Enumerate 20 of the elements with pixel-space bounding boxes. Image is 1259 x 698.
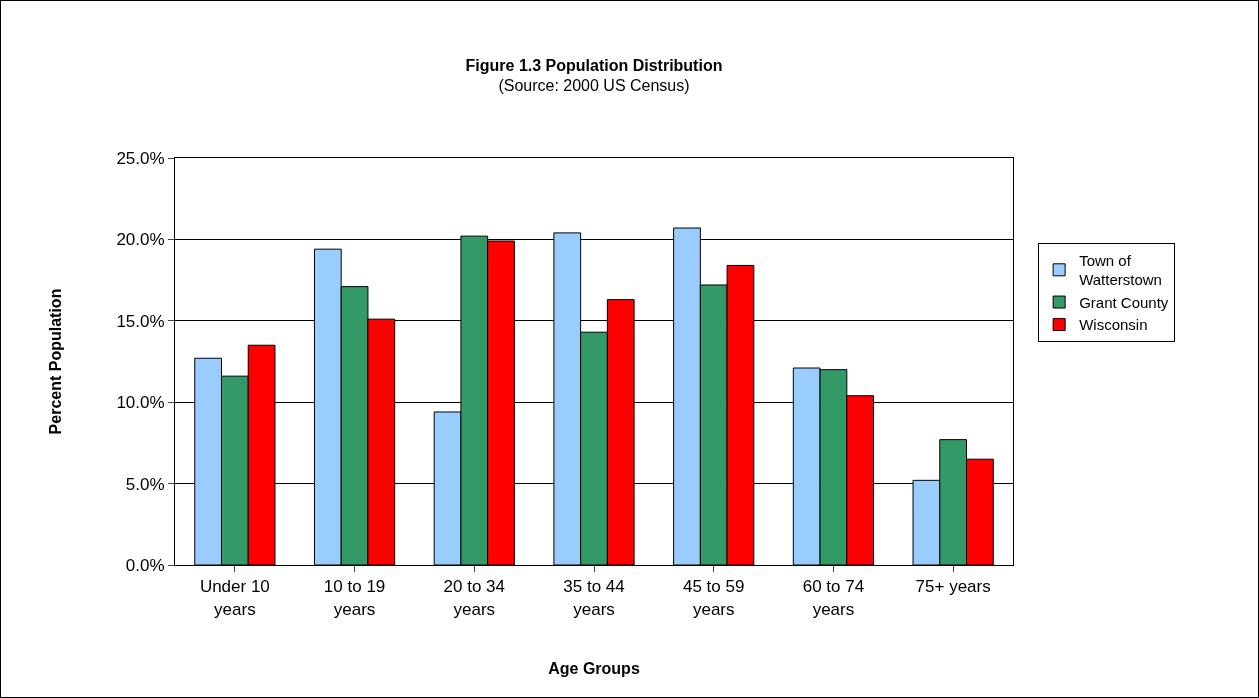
x-axis-title: Age Groups <box>548 660 640 678</box>
legend-label: Wisconsin <box>1079 316 1148 334</box>
y-tick-label: 20.0% <box>116 230 165 250</box>
x-tick-label: 20 to 34 years <box>443 577 506 619</box>
y-tick-label: 10.0% <box>116 393 165 413</box>
y-tick-label: 25.0% <box>116 148 165 168</box>
x-tick-label: Under 10 years <box>199 577 270 619</box>
chart-subtitle: (Source: 2000 US Census) <box>498 77 690 95</box>
legend-label: Grant County <box>1079 293 1169 311</box>
x-tick-label: 45 to 59 years <box>682 577 745 619</box>
chart-title: Figure 1.3 Population Distribution <box>465 56 723 74</box>
y-axis-title: Percent Population <box>47 288 65 435</box>
y-tick-label: 0.0% <box>125 555 165 575</box>
y-tick-label: 5.0% <box>125 474 165 494</box>
y-tick-label: 15.0% <box>116 311 165 331</box>
legend-label: Town of Watterstown <box>1079 251 1162 289</box>
x-tick-label: 35 to 44 years <box>563 577 625 619</box>
x-tick-label: 10 to 19 years <box>323 577 386 619</box>
x-tick-label: 75+ years <box>915 577 991 597</box>
x-tick-label: 60 to 74 years <box>802 577 865 619</box>
